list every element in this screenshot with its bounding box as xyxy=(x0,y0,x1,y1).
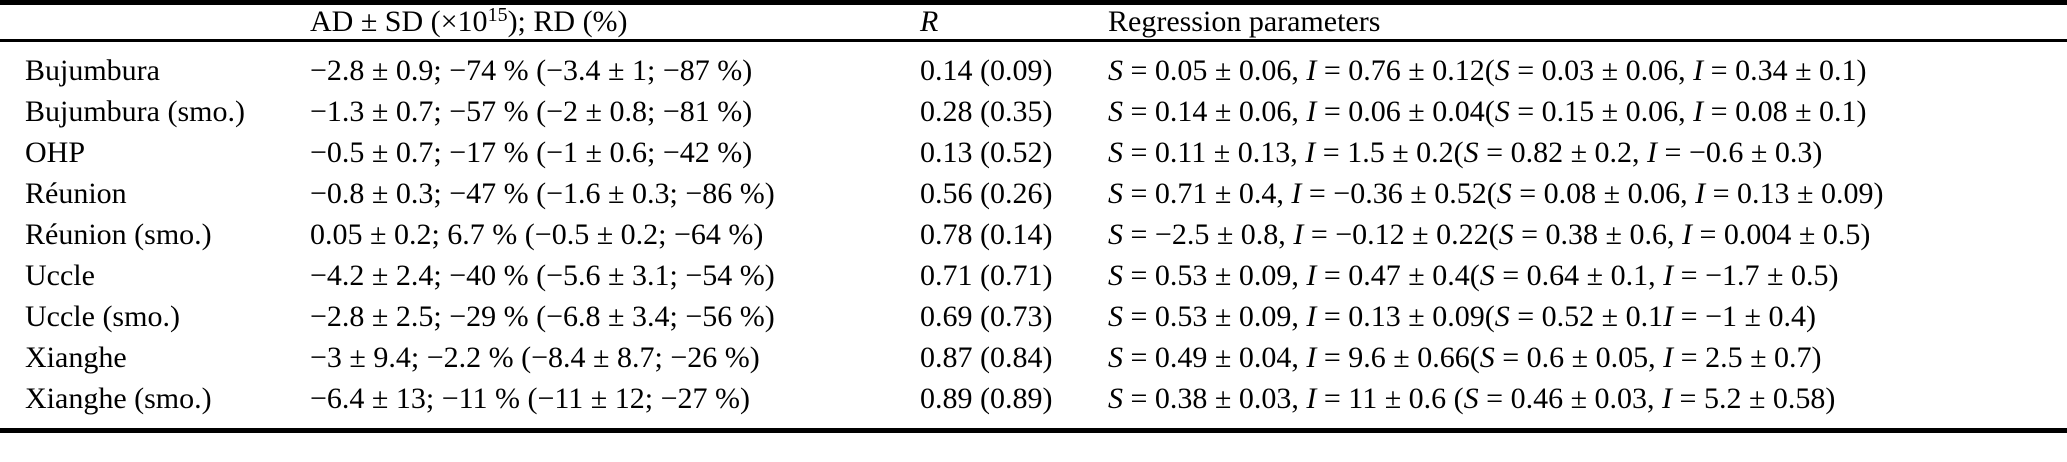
regression-cell: S = −2.5 ± 0.8, I = −0.12 ± 0.22(S = 0.3… xyxy=(1108,218,1871,251)
table-body: Bujumbura −2.8 ± 0.9; −74 % (−3.4 ± 1; −… xyxy=(0,41,2067,431)
station-column-header xyxy=(0,2,310,42)
ad-sd-header-prefix: AD ± SD (×10 xyxy=(310,5,488,38)
header-row: AD ± SD (×1015); RD (%) R Regression par… xyxy=(0,2,2067,42)
ad-sd-cell: 0.05 ± 0.2; 6.7 % (−0.5 ± 0.2; −64 %) xyxy=(310,218,764,251)
table-row: Uccle (smo.) −2.8 ± 2.5; −29 % (−6.8 ± 3… xyxy=(0,296,2067,337)
ad-sd-cell: −3 ± 9.4; −2.2 % (−8.4 ± 8.7; −26 %) xyxy=(310,341,760,374)
station-cell: Réunion xyxy=(25,177,127,210)
regression-column-header: Regression parameters xyxy=(1108,2,2067,42)
regression-cell: S = 0.38 ± 0.03, I = 11 ± 0.6 (S = 0.46 … xyxy=(1108,382,1836,415)
station-cell: Xianghe xyxy=(25,341,127,374)
station-cell: Réunion (smo.) xyxy=(25,218,212,251)
station-cell: Uccle (smo.) xyxy=(25,300,180,333)
exponent-15: 15 xyxy=(487,4,508,26)
table-row: OHP −0.5 ± 0.7; −17 % (−1 ± 0.6; −42 %) … xyxy=(0,132,2067,173)
ad-sd-cell: −2.8 ± 2.5; −29 % (−6.8 ± 3.4; −56 %) xyxy=(310,300,775,333)
regression-cell: S = 0.53 ± 0.09, I = 0.47 ± 0.4(S = 0.64… xyxy=(1108,259,1839,292)
regression-cell: S = 0.53 ± 0.09, I = 0.13 ± 0.09(S = 0.5… xyxy=(1108,300,1816,333)
ad-sd-cell: −4.2 ± 2.4; −40 % (−5.6 ± 3.1; −54 %) xyxy=(310,259,775,292)
ad-sd-column-header: AD ± SD (×1015); RD (%) xyxy=(310,2,920,42)
station-cell: Uccle xyxy=(25,259,95,292)
ad-sd-cell: −2.8 ± 0.9; −74 % (−3.4 ± 1; −87 %) xyxy=(310,54,753,87)
r-cell: 0.71 (0.71) xyxy=(920,259,1053,292)
table-row: Bujumbura −2.8 ± 0.9; −74 % (−3.4 ± 1; −… xyxy=(0,41,2067,92)
table-row: Réunion (smo.) 0.05 ± 0.2; 6.7 % (−0.5 ±… xyxy=(0,214,2067,255)
r-cell: 0.78 (0.14) xyxy=(920,218,1053,251)
r-cell: 0.28 (0.35) xyxy=(920,95,1053,128)
results-table: AD ± SD (×1015); RD (%) R Regression par… xyxy=(0,0,2067,433)
ad-sd-cell: −0.8 ± 0.3; −47 % (−1.6 ± 0.3; −86 %) xyxy=(310,177,775,210)
station-cell: Bujumbura (smo.) xyxy=(25,95,245,128)
ad-sd-cell: −1.3 ± 0.7; −57 % (−2 ± 0.8; −81 %) xyxy=(310,95,753,128)
regression-cell: S = 0.11 ± 0.13, I = 1.5 ± 0.2(S = 0.82 … xyxy=(1108,136,1823,169)
table-row: Uccle −4.2 ± 2.4; −40 % (−5.6 ± 3.1; −54… xyxy=(0,255,2067,296)
table-row: Xianghe (smo.) −6.4 ± 13; −11 % (−11 ± 1… xyxy=(0,378,2067,431)
regression-cell: S = 0.49 ± 0.04, I = 9.6 ± 0.66(S = 0.6 … xyxy=(1108,341,1822,374)
station-cell: OHP xyxy=(25,136,86,169)
regression-cell: S = 0.05 ± 0.06, I = 0.76 ± 0.12(S = 0.0… xyxy=(1108,54,1867,87)
r-column-header: R xyxy=(920,2,1108,42)
ad-sd-cell: −0.5 ± 0.7; −17 % (−1 ± 0.6; −42 %) xyxy=(310,136,753,169)
regression-cell: S = 0.71 ± 0.4, I = −0.36 ± 0.52(S = 0.0… xyxy=(1108,177,1884,210)
station-cell: Xianghe (smo.) xyxy=(25,382,212,415)
r-cell: 0.13 (0.52) xyxy=(920,136,1053,169)
ad-sd-header-suffix: ); RD (%) xyxy=(507,5,628,38)
r-cell: 0.89 (0.89) xyxy=(920,382,1053,415)
regression-cell: S = 0.14 ± 0.06, I = 0.06 ± 0.04(S = 0.1… xyxy=(1108,95,1867,128)
table-row: Bujumbura (smo.) −1.3 ± 0.7; −57 % (−2 ±… xyxy=(0,91,2067,132)
r-cell: 0.69 (0.73) xyxy=(920,300,1053,333)
r-cell: 0.14 (0.09) xyxy=(920,54,1053,87)
table-header: AD ± SD (×1015); RD (%) R Regression par… xyxy=(0,2,2067,42)
table-row: Xianghe −3 ± 9.4; −2.2 % (−8.4 ± 8.7; −2… xyxy=(0,337,2067,378)
ad-sd-cell: −6.4 ± 13; −11 % (−11 ± 12; −27 %) xyxy=(310,382,751,415)
table-row: Réunion −0.8 ± 0.3; −47 % (−1.6 ± 0.3; −… xyxy=(0,173,2067,214)
r-cell: 0.87 (0.84) xyxy=(920,341,1053,374)
station-cell: Bujumbura xyxy=(25,54,160,87)
r-cell: 0.56 (0.26) xyxy=(920,177,1053,210)
